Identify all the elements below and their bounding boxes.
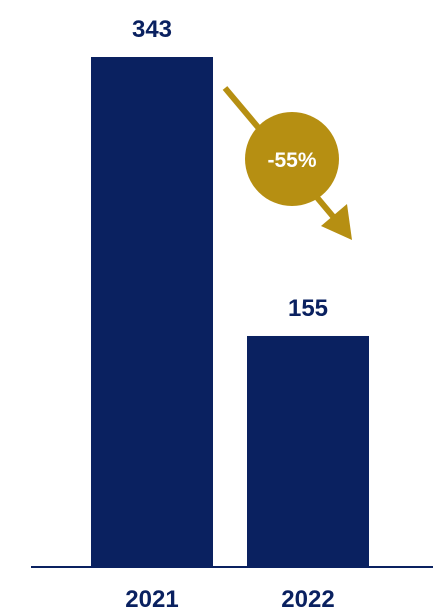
change-percent-label: -55%: [267, 149, 316, 172]
value-label-2021: 343: [132, 16, 172, 43]
change-annotation: -55%: [222, 86, 352, 240]
x-tick-labels-group: 2021 2022: [125, 586, 334, 613]
x-tick-label-2021: 2021: [125, 586, 178, 613]
bar-2021: [91, 57, 213, 566]
value-labels-group: 343 155: [132, 16, 328, 322]
change-arrow-head-icon: [321, 204, 352, 240]
x-tick-label-2022: 2022: [281, 586, 334, 613]
value-label-2022: 155: [288, 295, 328, 322]
bars-group: [91, 57, 369, 566]
bar-2022: [247, 335, 369, 566]
change-badge: [245, 112, 339, 206]
